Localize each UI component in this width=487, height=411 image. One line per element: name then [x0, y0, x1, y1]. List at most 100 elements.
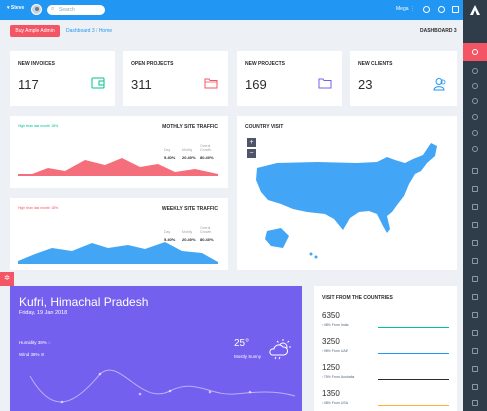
settings-fab-button[interactable]: ✲	[0, 272, 14, 286]
stat-number: 80.40%	[200, 237, 214, 242]
edit-icon[interactable]	[472, 204, 478, 210]
stat-value: 23	[358, 77, 373, 92]
breadcrumb-separator: /	[96, 28, 98, 34]
gear-icon: ✲	[4, 275, 10, 282]
weather-wind: Wind 38% ≋	[19, 352, 45, 358]
folder-icon	[318, 78, 332, 89]
breadcrumb: Dashboard 3 / Home	[66, 28, 112, 34]
docs-icon[interactable]	[472, 348, 478, 354]
country-visit-card: COUNTRY VISIT + −	[237, 116, 457, 270]
stat-card-invoices: NEW INVOICES 117	[10, 51, 115, 106]
country-value: 6350	[322, 311, 340, 320]
breadcrumb-home[interactable]: Home	[98, 28, 113, 34]
percent-value: 75%	[323, 375, 331, 379]
country-percent: ↑75% From Australia	[322, 375, 355, 379]
notification-icon[interactable]	[423, 6, 430, 13]
country-name: From USA	[331, 401, 349, 405]
grid-icon[interactable]	[472, 222, 478, 228]
humidity-text: Humidity 38%	[19, 340, 47, 345]
monthly-traffic-card: High than last month 18% MOTHLY SITE TRA…	[10, 116, 228, 188]
stat-card-open-projects: OPEN PROJECTS 311	[123, 51, 228, 106]
menu-icon[interactable]	[452, 6, 459, 13]
app-logo[interactable]	[469, 4, 481, 16]
stat-card-new-clients: NEW CLIENTS 23	[350, 51, 457, 106]
stat-card-new-projects: NEW PROJECTS 169	[237, 51, 342, 106]
visit-countries-card: VISIT FROM THE COUNTRIES 6350 ↑48% From …	[314, 286, 457, 411]
form-icon[interactable]	[472, 312, 478, 318]
table-icon[interactable]	[472, 294, 478, 300]
weather-city: Kufri, Himachal Pradesh	[19, 295, 149, 309]
sidebar-item-6-icon[interactable]	[472, 146, 478, 152]
stat-label: Mothly	[182, 148, 193, 152]
users-icon	[433, 78, 446, 91]
breadcrumb-dashboard[interactable]: Dashboard 3	[66, 28, 95, 34]
top-navbar: ▾ Steve ⌕ Mega ⋮	[0, 0, 463, 20]
progress-bar	[378, 353, 449, 354]
sidebar-item-4-icon[interactable]	[472, 114, 478, 120]
weather-temperature: 25°	[234, 338, 250, 349]
icon-sidebar	[463, 0, 487, 411]
dashboard-icon	[472, 49, 478, 55]
user-menu[interactable]: ▾ Steve	[7, 5, 25, 11]
stat-value: 311	[131, 77, 152, 92]
sidebar-item-3-icon[interactable]	[472, 98, 478, 104]
sidebar-item-2-icon[interactable]	[472, 83, 478, 89]
weekly-traffic-card: High than last month 18% WEEKLY SITE TRA…	[10, 198, 228, 270]
wind-text: Wind 38%	[19, 352, 40, 357]
country-value: 1350	[322, 389, 340, 398]
weather-condition: Mostly Sunny	[234, 354, 262, 359]
search-icon[interactable]: ⌕	[51, 6, 55, 12]
stat-number: 20.40%	[182, 155, 196, 160]
weather-humidity: Humidity 38% ◌	[19, 340, 51, 345]
percent-value: 48%	[323, 401, 331, 405]
chart-title: MOTHLY SITE TRAFFIC	[162, 124, 218, 130]
stat-title: NEW PROJECTS	[245, 61, 286, 67]
traffic-stats: Day Mothly Overal Growth 5.40% 20.40% 80.40%	[164, 138, 218, 160]
stats-icon[interactable]	[472, 330, 478, 336]
traffic-stats: Day Mothly Overal Growth 5.40% 20.40% 80.40%	[164, 220, 218, 242]
country-name: From India	[331, 323, 349, 327]
avatar[interactable]	[31, 4, 42, 15]
stat-label: Overal Growth	[200, 226, 212, 234]
shop-icon[interactable]	[472, 168, 478, 174]
sidebar-item-1-icon[interactable]	[472, 68, 478, 74]
country-value: 3250	[322, 337, 340, 346]
stat-number: 5.40%	[164, 155, 176, 160]
map-title: COUNTRY VISIT	[245, 124, 284, 130]
search-input[interactable]	[59, 5, 103, 15]
stat-label: Overal Growth	[200, 144, 212, 152]
page-title: DASHBOARD 3	[420, 28, 457, 34]
country-value: 1250	[322, 363, 340, 372]
country-percent: ↑48% From USA	[322, 401, 349, 405]
list-item: 3250 ↑98% From UAE	[322, 337, 449, 363]
usa-map[interactable]	[237, 116, 457, 270]
humidity-icon: ◌	[48, 340, 51, 345]
stat-value: 169	[245, 77, 267, 92]
settings-icon[interactable]	[438, 6, 445, 13]
chart-note: High than last month 18%	[18, 124, 59, 128]
percent-value: 48%	[323, 323, 331, 327]
stat-number: 20.40%	[182, 237, 196, 242]
map-zoom-in-button[interactable]: +	[247, 138, 256, 147]
pages-icon[interactable]	[472, 366, 478, 372]
mega-menu[interactable]: Mega ⋮	[396, 6, 415, 12]
buy-ample-admin-button[interactable]: Buy Ample Admin	[10, 25, 60, 37]
more-icon[interactable]	[472, 400, 478, 406]
sidebar-item-dashboard[interactable]	[463, 43, 487, 61]
map-zoom-out-button[interactable]: −	[247, 149, 256, 158]
list-item: 1350 ↑48% From USA	[322, 389, 449, 411]
cart-icon[interactable]	[472, 276, 478, 282]
file-icon[interactable]	[472, 258, 478, 264]
stat-value: 117	[18, 77, 39, 92]
widgets-icon[interactable]	[472, 384, 478, 390]
layout-icon[interactable]	[472, 240, 478, 246]
monthly-traffic-chart	[18, 158, 218, 176]
chart-icon[interactable]	[472, 186, 478, 192]
countries-title: VISIT FROM THE COUNTRIES	[322, 295, 393, 301]
list-item: 6350 ↑48% From India	[322, 311, 449, 337]
stat-label: Mothly	[182, 230, 193, 234]
percent-value: 98%	[323, 349, 331, 353]
wind-icon: ≋	[40, 352, 45, 357]
stat-number: 5.40%	[164, 237, 176, 242]
sidebar-item-5-icon[interactable]	[472, 130, 478, 136]
